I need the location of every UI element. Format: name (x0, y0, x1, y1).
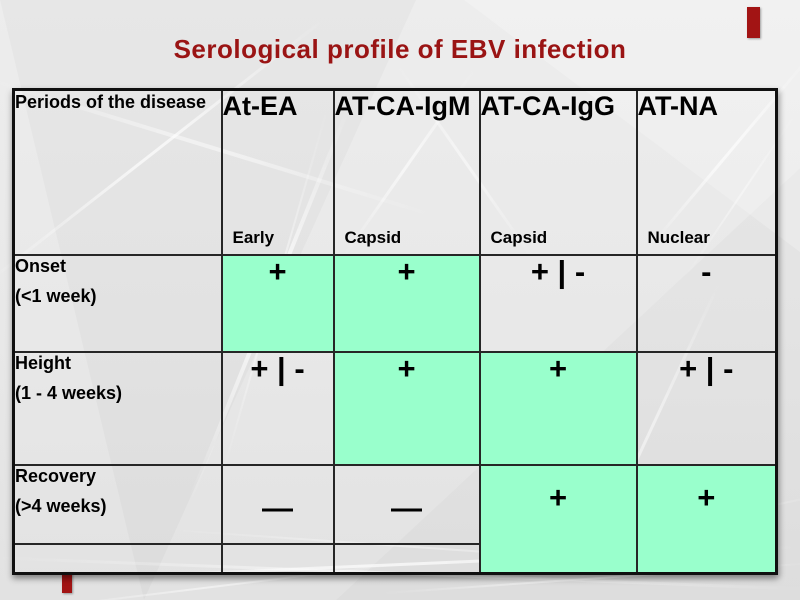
result-cell: - (635, 253, 778, 353)
result-cell: + (478, 350, 638, 466)
column-subtitle: Capsid (344, 227, 402, 247)
table-spacer-row (12, 542, 777, 574)
period-timing: (<1 week) (15, 285, 97, 306)
page-title: Serological profile of EBV infection (173, 34, 627, 64)
corner-header-cell: Periods of the disease (12, 88, 223, 256)
column-subtitle: Nuclear (647, 227, 710, 247)
period-name: Height (15, 352, 71, 373)
period-name: Recovery (15, 465, 97, 486)
column-abbr: AT-NA (637, 91, 719, 121)
column-subtitle: Capsid (490, 227, 548, 247)
column-header-at-ca-igg: AT-CA-IgG Capsid (478, 88, 638, 256)
period-timing: (>4 weeks) (15, 495, 107, 516)
result-cell: — (220, 463, 335, 545)
red-accent-top-right (747, 7, 760, 38)
period-name: Onset (15, 255, 67, 276)
result-cell: + | - (478, 253, 638, 353)
result-cell: + | - (635, 350, 778, 466)
row-label-onset: Onset (<1 week) (12, 253, 223, 353)
table-row-height: Height (1 - 4 weeks) + | - + + + | - (12, 350, 778, 466)
result-cell: + (332, 350, 481, 466)
table-header-row: Periods of the disease At-EA Early AT-CA… (12, 88, 778, 256)
result-cell: + (220, 253, 335, 353)
red-accent-bottom-left (62, 572, 72, 593)
result-cell: + (478, 463, 638, 574)
column-header-at-ca-igm: AT-CA-IgM Capsid (332, 88, 481, 256)
empty-cell (220, 542, 335, 574)
result-cell: — (332, 463, 481, 545)
column-abbr: AT-CA-IgM (334, 91, 471, 121)
column-header-at-ea: At-EA Early (220, 88, 335, 256)
result-cell: + | - (220, 350, 335, 466)
result-cell: + (635, 463, 778, 574)
row-label-height: Height (1 - 4 weeks) (12, 350, 223, 466)
table-row-recovery: Recovery (>4 weeks) — — + + (12, 463, 778, 574)
result-cell: + (332, 253, 481, 353)
column-abbr: AT-CA-IgG (480, 91, 615, 121)
column-header-at-na: AT-NA Nuclear (635, 88, 778, 256)
row-label-recovery: Recovery (>4 weeks) (12, 463, 223, 545)
serology-table: Periods of the disease At-EA Early AT-CA… (12, 88, 778, 575)
column-subtitle: Early (232, 227, 275, 247)
empty-cell (12, 542, 223, 574)
empty-cell (332, 542, 481, 574)
table-row-onset: Onset (<1 week) + + + | - - (12, 253, 778, 353)
period-timing: (1 - 4 weeks) (15, 382, 123, 403)
column-abbr: At-EA (222, 91, 298, 121)
